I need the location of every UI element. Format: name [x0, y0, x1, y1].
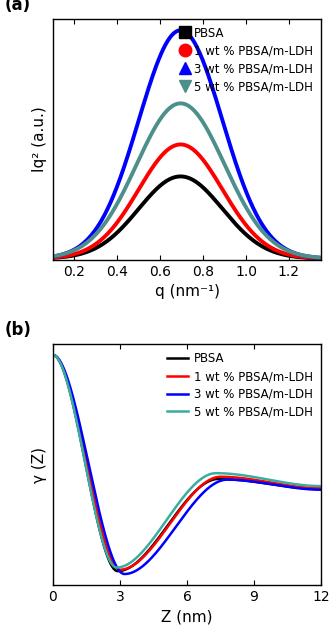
1 wt % PBSA/m-LDH	[51, 351, 55, 359]
Y-axis label: γ (Z): γ (Z)	[32, 447, 47, 482]
1 wt % PBSA/m-LDH	[68, 384, 71, 391]
PBSA	[51, 351, 55, 359]
Line: PBSA: PBSA	[53, 355, 321, 571]
5 wt % PBSA/m-LDH	[68, 386, 71, 394]
PBSA	[222, 476, 226, 483]
Legend: PBSA, 1 wt % PBSA/m-LDH, 3 wt % PBSA/m-LDH, 5 wt % PBSA/m-LDH: PBSA, 1 wt % PBSA/m-LDH, 3 wt % PBSA/m-L…	[180, 25, 315, 96]
1 wt % PBSA/m-LDH	[319, 484, 323, 492]
Line: 1 wt % PBSA/m-LDH: 1 wt % PBSA/m-LDH	[53, 355, 321, 570]
5 wt % PBSA/m-LDH	[115, 564, 119, 571]
5 wt % PBSA/m-LDH	[51, 351, 55, 359]
3 wt % PBSA/m-LDH	[51, 351, 55, 359]
Text: (a): (a)	[5, 0, 31, 14]
1 wt % PBSA/m-LDH	[255, 476, 259, 484]
PBSA	[282, 482, 286, 490]
3 wt % PBSA/m-LDH	[214, 479, 218, 487]
Text: (b): (b)	[5, 321, 31, 339]
Y-axis label: Iq² (a.u.): Iq² (a.u.)	[32, 106, 47, 172]
PBSA	[116, 567, 120, 575]
3 wt % PBSA/m-LDH	[255, 478, 259, 486]
5 wt % PBSA/m-LDH	[214, 469, 218, 477]
1 wt % PBSA/m-LDH	[222, 473, 226, 481]
Line: 3 wt % PBSA/m-LDH: 3 wt % PBSA/m-LDH	[53, 355, 321, 574]
5 wt % PBSA/m-LDH	[207, 470, 211, 478]
PBSA	[207, 477, 211, 485]
PBSA	[319, 485, 323, 493]
3 wt % PBSA/m-LDH	[282, 482, 286, 490]
3 wt % PBSA/m-LDH	[319, 486, 323, 494]
X-axis label: Z (nm): Z (nm)	[161, 610, 213, 625]
1 wt % PBSA/m-LDH	[118, 566, 122, 574]
5 wt % PBSA/m-LDH	[255, 474, 259, 481]
1 wt % PBSA/m-LDH	[207, 476, 211, 484]
5 wt % PBSA/m-LDH	[222, 470, 226, 477]
3 wt % PBSA/m-LDH	[68, 381, 71, 388]
PBSA	[214, 476, 218, 483]
1 wt % PBSA/m-LDH	[214, 474, 218, 481]
PBSA	[68, 386, 71, 394]
Legend: PBSA, 1 wt % PBSA/m-LDH, 3 wt % PBSA/m-LDH, 5 wt % PBSA/m-LDH: PBSA, 1 wt % PBSA/m-LDH, 3 wt % PBSA/m-L…	[164, 350, 315, 421]
5 wt % PBSA/m-LDH	[282, 479, 286, 486]
3 wt % PBSA/m-LDH	[207, 484, 211, 491]
3 wt % PBSA/m-LDH	[122, 571, 126, 578]
Line: 5 wt % PBSA/m-LDH: 5 wt % PBSA/m-LDH	[53, 355, 321, 567]
3 wt % PBSA/m-LDH	[222, 476, 226, 484]
5 wt % PBSA/m-LDH	[319, 482, 323, 490]
PBSA	[255, 478, 259, 486]
X-axis label: q (nm⁻¹): q (nm⁻¹)	[155, 284, 219, 299]
1 wt % PBSA/m-LDH	[282, 481, 286, 489]
